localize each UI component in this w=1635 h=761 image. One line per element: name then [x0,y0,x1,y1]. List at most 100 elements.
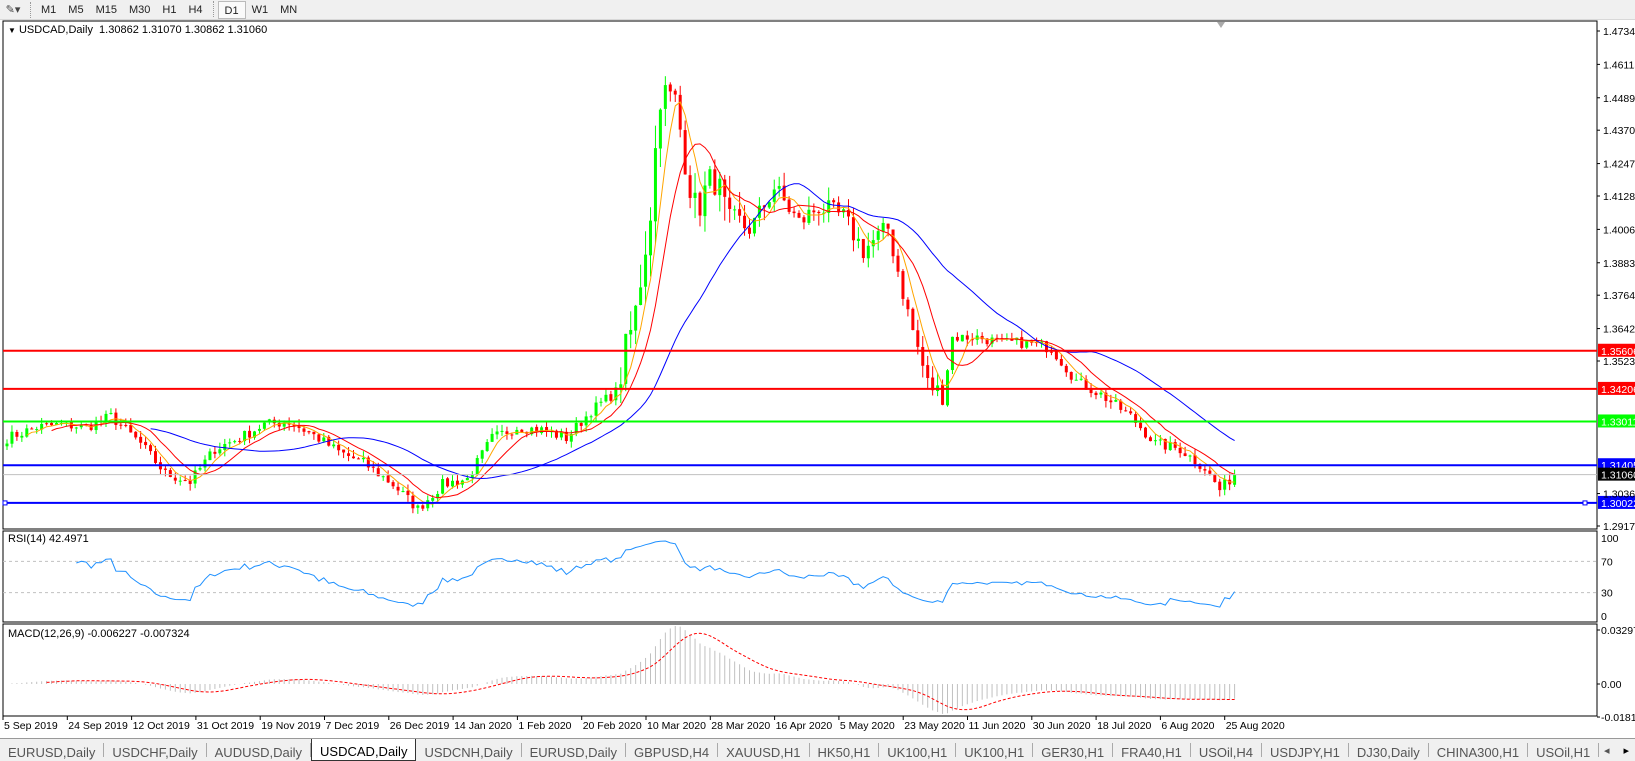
date-label: 6 Aug 2020 [1161,720,1214,732]
candle [228,438,232,448]
chart-tab[interactable]: EURUSD,Daily [0,743,105,760]
candle-body [767,202,771,208]
candle-body [812,210,816,213]
candle [1178,442,1182,458]
candle-body [916,330,920,347]
candle-body [337,444,341,451]
price-pane [2,20,1598,530]
candle-body [455,480,459,486]
candle-body [465,477,469,481]
candle-body [228,442,232,444]
candle [490,428,494,442]
chart-tab[interactable]: XAUUSD,H1 [718,743,810,760]
candle [554,429,558,440]
chart-tab[interactable]: USOil,H4 [1191,743,1263,760]
chart-tab[interactable]: AUDUSD,Daily [207,743,312,760]
candle-body [257,428,261,431]
candle [1104,389,1108,408]
candle-body [1099,392,1103,395]
date-label: 20 Feb 2020 [583,720,642,732]
candle-body [1168,442,1172,451]
candle [693,173,697,219]
chart-tab[interactable]: USDCNH,Daily [416,743,522,760]
candle-body [401,491,405,493]
price-tick-label: 1.35230 [1603,356,1635,368]
tab-scroll-right-icon[interactable]: ▸ [1623,744,1629,757]
candle-body [475,458,479,475]
chart-tab[interactable]: USOil,H1 [1528,743,1600,760]
timeframe-m15[interactable]: M15 [95,3,117,16]
candle-body [505,431,509,435]
chart-tab[interactable]: USDJPY,H1 [1262,743,1349,760]
candle-body [1025,339,1029,348]
candle-body [480,450,484,459]
candle [609,390,613,404]
candle-body [733,209,737,211]
crosshair-tool-icon[interactable]: ✎▾ [5,4,21,16]
price-line-label: 1.34206 [1601,384,1635,396]
timeframe-m30[interactable]: M30 [128,3,151,16]
candle [322,432,326,443]
candle-body [931,377,935,391]
candle-body [1010,338,1014,341]
candle [1129,407,1133,415]
timeframe-m5[interactable]: M5 [68,3,84,16]
timeframe-mn[interactable]: MN [280,3,298,16]
date-label: 5 May 2020 [840,720,895,732]
candle [1059,354,1063,367]
timeframe-h4[interactable]: H4 [188,3,203,16]
candle [1188,454,1192,462]
candle-body [381,476,385,478]
candle-body [262,422,266,429]
candle [30,427,34,430]
candle-body [1193,455,1197,465]
chart-tab[interactable]: FRA40,H1 [1113,743,1191,760]
price-tick-label: 1.44890 [1603,93,1635,105]
candle-body [743,215,747,229]
collapse-triangle-icon[interactable]: ▼ [8,26,16,35]
chart-tab[interactable]: UK100,H1 [879,743,957,760]
candle-body [911,308,915,331]
candle-body [891,229,895,257]
candle-body [1114,400,1118,402]
chart-canvas[interactable]: 1.356061.342061.330111.314051.300221.310… [0,0,1635,738]
chart-tab[interactable]: CHINA300,H1 [1429,743,1529,760]
chart-tab[interactable]: USDCHF,Daily [104,743,207,760]
timeframe-d1[interactable]: D1 [217,0,246,19]
candle-body [748,227,751,234]
chart-tab[interactable]: GBPUSD,H4 [626,743,719,760]
candle-body [713,169,717,195]
timeframe-m1[interactable]: M1 [41,3,57,16]
candle [703,171,707,232]
candle [807,196,811,225]
timeframe-h1[interactable]: H1 [162,3,177,16]
price-tick-label: 1.36420 [1603,324,1635,336]
bid-label-bg [1598,467,1635,481]
candle [1144,426,1147,439]
candle-body [500,430,504,432]
candle-body [926,365,930,379]
candle-body [807,209,811,223]
symbol-ohlc-label: USDCAD,Daily 1.30862 1.31070 1.30862 1.3… [18,24,268,36]
rsi-tick-label: 70 [1601,556,1613,568]
candle-body [1059,358,1063,366]
chart-tab[interactable]: UK100,H1 [956,743,1034,760]
tab-scroll-left-icon[interactable]: ◂ [1603,744,1610,757]
candle [792,206,796,218]
macd-pane [2,623,1598,717]
candle-body [985,338,989,345]
candle-body [1153,440,1157,442]
chart-tab[interactable]: DJ30,Daily [1349,743,1429,760]
chart-tab[interactable]: GER30,H1 [1033,743,1114,760]
chart-tab[interactable]: USDCAD,Daily [311,739,417,761]
chart-tab[interactable]: EURUSD,Daily [522,743,626,760]
candle [1233,469,1237,488]
candle-body [416,505,420,508]
timeframe-toolbar: ✎▾ M1 M5 M15 M30 H1 H4 D1 W1 MN [0,0,1635,20]
candle-body [124,425,128,427]
timeframe-w1[interactable]: W1 [251,3,269,16]
chart-tab[interactable]: HK50,H1 [810,743,880,760]
candle-body [723,179,727,197]
candle [342,449,346,459]
